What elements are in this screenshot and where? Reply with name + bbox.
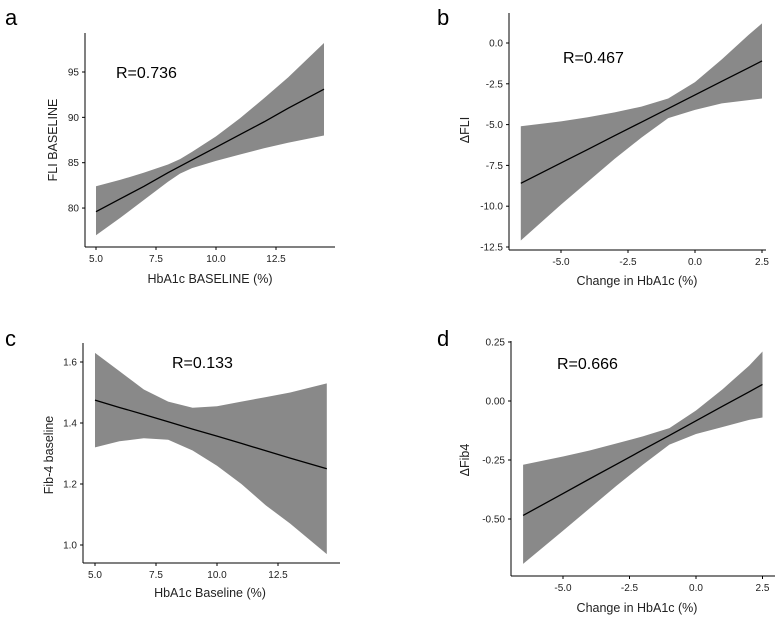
confidence-band xyxy=(95,352,327,555)
x-tick-label: -2.5 xyxy=(619,257,637,268)
x-tick-label: 2.5 xyxy=(755,257,769,268)
confidence-band xyxy=(520,23,762,241)
x-tick-label: 7.5 xyxy=(149,254,163,265)
y-axis-label: FLI BASELINE xyxy=(46,99,60,182)
x-tick-label: 0.0 xyxy=(689,583,703,594)
y-tick-label: 0.25 xyxy=(486,338,506,349)
panel-a: 5.0 7.5 10.0 12.5 80 85 90 95 a R=0.736 FLI BASELI… xyxy=(5,5,335,286)
y-tick-label: 80 xyxy=(68,204,80,215)
x-tick-label: 2.5 xyxy=(756,583,770,594)
y-tick-label: -0.25 xyxy=(482,456,505,467)
y-tick-label: 1.0 xyxy=(63,541,77,552)
x-axis-label: Change in HbA1c (%) xyxy=(577,274,698,288)
y-tick-label: 85 xyxy=(68,158,80,169)
y-tick-label: 1.2 xyxy=(63,480,77,491)
regression-line xyxy=(522,383,763,517)
panel-label: c xyxy=(5,326,16,351)
y-tick-label: -10.0 xyxy=(480,202,503,213)
y-tick-label: -12.5 xyxy=(480,243,503,254)
x-tick-label: -2.5 xyxy=(621,583,639,594)
panel-b: -5.0 -2.5 0.0 2.5 0.0 -2.5 -5.0 -7.5 -10.0 -12.5 b… xyxy=(437,5,769,288)
x-tick-label: 10.0 xyxy=(207,570,227,581)
y-tick-label: -2.5 xyxy=(486,79,504,90)
correlation-annotation: R=0.467 xyxy=(563,50,624,67)
panel-c: 5.0 7.5 10.0 12.5 1.0 1.2 1.4 1.6 c R=0.133 Fib-4 … xyxy=(5,326,340,600)
x-tick-label: 12.5 xyxy=(266,254,286,265)
panel-label: b xyxy=(437,5,449,30)
x-tick-label: 5.0 xyxy=(89,254,103,265)
regression-line xyxy=(95,88,325,213)
y-axis-label: ΔFib4 xyxy=(458,444,472,477)
panel-d: -5.0 -2.5 0.0 2.5 0.25 0.00 -0.25 -0.50 d R=0.666… xyxy=(437,326,775,615)
regression-line xyxy=(520,60,763,184)
x-tick-label: -5.0 xyxy=(552,257,570,268)
y-axis-label: ΔFLI xyxy=(458,117,472,143)
regression-line xyxy=(94,399,327,470)
x-tick-label: 7.5 xyxy=(149,570,163,581)
y-tick-label: 90 xyxy=(68,113,80,124)
x-tick-label: 5.0 xyxy=(88,570,102,581)
y-tick-label: -5.0 xyxy=(486,120,504,131)
y-tick-label: 0.0 xyxy=(489,39,503,50)
y-tick-label: 95 xyxy=(68,68,80,79)
panel-label: d xyxy=(437,326,449,351)
confidence-band xyxy=(523,351,763,564)
correlation-annotation: R=0.736 xyxy=(116,65,177,82)
x-tick-label: 10.0 xyxy=(206,254,226,265)
y-tick-label: -7.5 xyxy=(486,161,504,172)
x-axis-label: HbA1c BASELINE (%) xyxy=(147,272,272,286)
correlation-annotation: R=0.666 xyxy=(557,356,618,373)
y-tick-label: -0.50 xyxy=(482,515,505,526)
y-tick-label: 1.6 xyxy=(63,358,77,369)
y-axis-label: Fib-4 baseline xyxy=(42,416,56,495)
y-tick-label: 0.00 xyxy=(486,397,506,408)
y-tick-label: 1.4 xyxy=(63,419,77,430)
correlation-annotation: R=0.133 xyxy=(172,355,233,372)
x-axis-label: Change in HbA1c (%) xyxy=(577,601,698,615)
x-tick-label: 0.0 xyxy=(688,257,702,268)
panel-label: a xyxy=(5,5,18,30)
confidence-band xyxy=(96,42,324,236)
x-tick-label: 12.5 xyxy=(268,570,288,581)
x-axis-label: HbA1c Baseline (%) xyxy=(154,586,266,600)
x-tick-label: -5.0 xyxy=(554,583,572,594)
